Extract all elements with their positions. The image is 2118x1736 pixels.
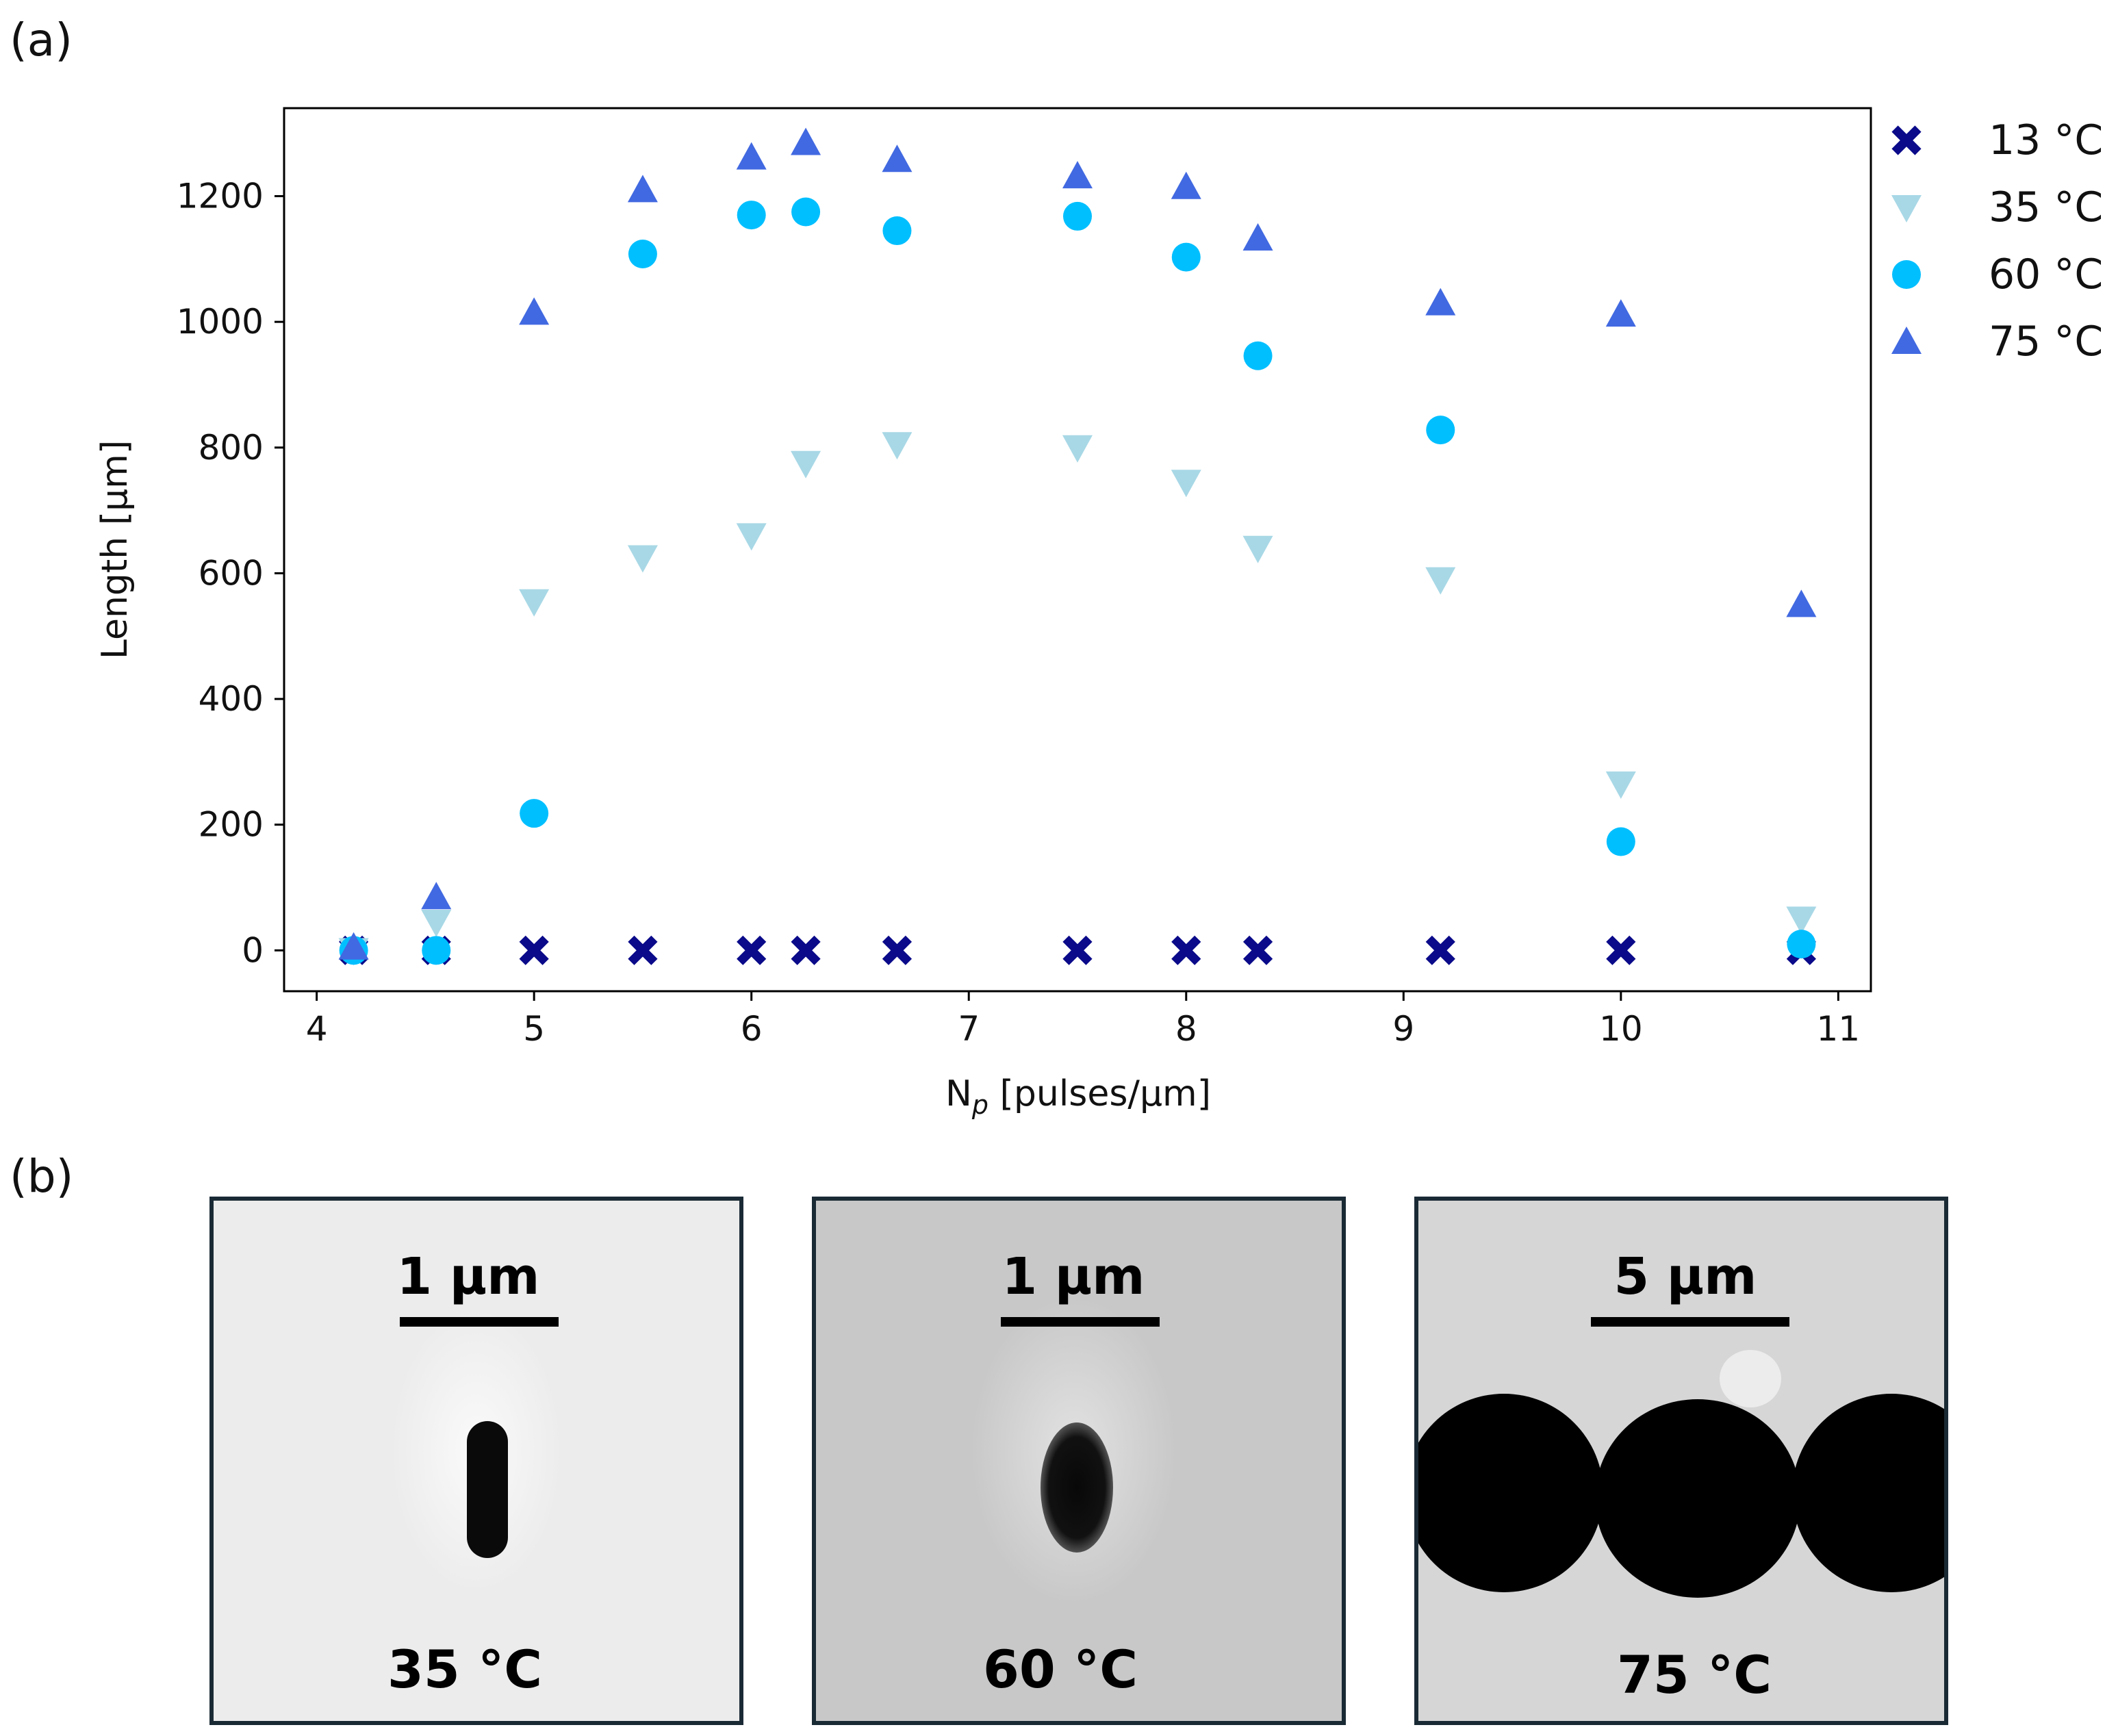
ablation-crater-left	[1418, 1394, 1603, 1592]
data-point	[736, 142, 767, 170]
temperature-label: 35 °C	[387, 1639, 542, 1700]
y-tick-label: 1200	[177, 177, 264, 216]
temperature-label: 75 °C	[1617, 1644, 1772, 1705]
data-point	[882, 935, 913, 965]
data-point	[628, 240, 657, 269]
x-axis-label: Np [pulses/µm]	[945, 1073, 1211, 1120]
data-point	[1171, 242, 1201, 272]
data-point	[1786, 589, 1817, 617]
scale-bar-label: 1 µm	[396, 1247, 540, 1306]
x-tick-label: 9	[1392, 1009, 1414, 1049]
data-point	[1243, 341, 1273, 370]
micrograph-35c: 1 µm 35 °C	[209, 1197, 743, 1725]
data-point	[1171, 935, 1201, 965]
data-point	[519, 589, 550, 617]
panel-label-a: (a)	[10, 14, 73, 66]
data-point	[1242, 535, 1273, 563]
x-tick-label: 10	[1599, 1009, 1643, 1049]
scale-bar	[400, 1317, 559, 1327]
data-point	[1787, 930, 1816, 959]
data-point	[627, 545, 658, 573]
y-axis-label: Length [µm]	[94, 440, 136, 659]
micrograph-60c: 1 µm 60 °C	[812, 1197, 1346, 1725]
y-axis-ticks: 0 200 400 600 800 1000 1200	[177, 177, 284, 970]
scale-bar-label: 5 µm	[1613, 1247, 1757, 1306]
legend-marker	[1892, 260, 1921, 289]
data-point	[882, 216, 912, 246]
x-tick-label: 5	[523, 1009, 545, 1049]
data-point	[1426, 416, 1455, 445]
data-point	[1425, 935, 1455, 965]
debris-particle	[1720, 1350, 1781, 1407]
data-point	[519, 297, 550, 325]
legend-label: 35 °C	[1989, 183, 2103, 231]
y-tick-label: 800	[199, 428, 264, 468]
ablation-spot	[467, 1421, 508, 1558]
y-tick-label: 600	[199, 553, 264, 593]
data-point	[882, 144, 913, 173]
panel-label-b: (b)	[10, 1150, 74, 1203]
data-point	[1062, 935, 1093, 965]
data-point	[1171, 470, 1201, 498]
data-point	[1062, 435, 1093, 463]
temperature-label: 60 °C	[983, 1639, 1138, 1700]
x-axis-ticks: 4 5 6 7 8 9 10 11	[306, 991, 1860, 1049]
micrograph-75c: 5 µm 75 °C	[1414, 1197, 1948, 1725]
data-point	[1242, 935, 1273, 965]
legend: 13 °C 35 °C 60 °C 75 °C	[1891, 116, 2103, 366]
scatter-chart: 4 5 6 7 8 9 10 11 0 200 400 600 800 1000 1200 Length …	[94, 107, 2103, 1120]
data-point	[737, 201, 766, 230]
data-point	[628, 935, 658, 965]
x-tick-label: 11	[1817, 1009, 1861, 1049]
data-point	[791, 450, 821, 478]
data-point	[1171, 171, 1201, 199]
ablation-crater-right	[1792, 1394, 1944, 1592]
legend-marker	[1891, 195, 1922, 222]
x-tick-label: 4	[306, 1009, 328, 1049]
data-point	[791, 127, 821, 155]
data-point	[791, 935, 821, 965]
data-point	[1606, 935, 1636, 965]
ablation-spot	[1041, 1422, 1113, 1553]
legend-label: 75 °C	[1989, 318, 2103, 366]
data-point	[1786, 906, 1817, 934]
legend-label: 60 °C	[1989, 251, 2103, 298]
legend-label: 13 °C	[1989, 116, 2103, 164]
scale-bar	[1001, 1317, 1160, 1327]
data-point	[519, 935, 549, 965]
y-tick-label: 0	[242, 930, 264, 970]
data-point	[1605, 299, 1636, 327]
plot-area	[283, 107, 1872, 993]
scale-bar	[1591, 1317, 1789, 1327]
data-point	[520, 799, 549, 828]
data-point	[422, 936, 451, 965]
data-point	[736, 523, 767, 551]
data-point	[737, 935, 767, 965]
data-point	[791, 197, 821, 227]
x-tick-label: 7	[958, 1009, 980, 1049]
data-points	[338, 127, 1817, 966]
data-point	[1425, 288, 1456, 316]
legend-marker	[1891, 125, 1922, 155]
data-point	[1063, 201, 1092, 231]
ablation-crater-middle	[1595, 1399, 1800, 1598]
data-point	[627, 175, 658, 203]
data-point	[1605, 771, 1636, 800]
data-point	[421, 882, 452, 910]
data-point	[1425, 567, 1456, 595]
data-point	[1062, 161, 1093, 189]
scale-bar-label: 1 µm	[1001, 1247, 1145, 1306]
y-tick-label: 1000	[177, 302, 264, 342]
legend-marker	[1891, 327, 1922, 354]
data-point	[1606, 827, 1635, 856]
data-point	[338, 932, 369, 960]
data-point	[1242, 223, 1273, 251]
y-tick-label: 400	[199, 679, 264, 719]
x-tick-label: 8	[1175, 1009, 1197, 1049]
data-point	[421, 910, 452, 938]
x-tick-label: 6	[741, 1009, 763, 1049]
y-tick-label: 200	[199, 805, 264, 845]
data-point	[882, 432, 913, 460]
